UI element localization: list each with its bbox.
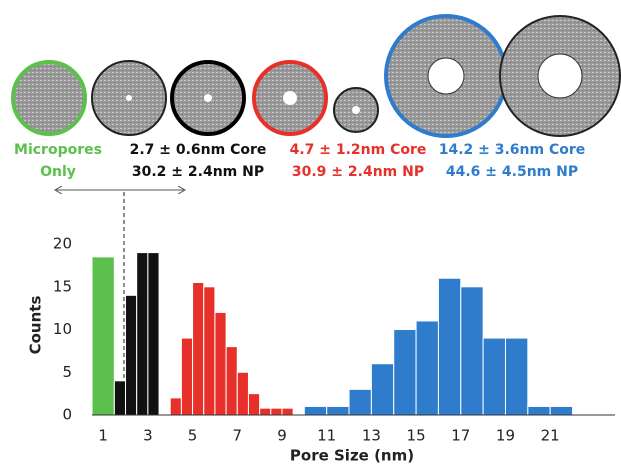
y-tick-label: 10 xyxy=(53,320,72,338)
bar xyxy=(226,347,237,415)
bar xyxy=(394,330,416,415)
bar xyxy=(550,406,572,415)
bar xyxy=(260,408,271,415)
bar xyxy=(148,253,159,415)
x-axis-label: Pore Size (nm) xyxy=(290,447,414,465)
bar xyxy=(438,278,460,415)
bar xyxy=(237,372,248,415)
bar xyxy=(371,364,393,415)
annotation: Only xyxy=(40,164,76,180)
x-tick-label: 1 xyxy=(98,427,108,445)
bar xyxy=(461,287,483,415)
bar xyxy=(248,394,259,415)
bar xyxy=(483,338,505,415)
bar xyxy=(505,338,527,415)
bar xyxy=(528,406,550,415)
y-tick-label: 15 xyxy=(53,277,72,295)
annotation: 2.7 ± 0.6nm Core xyxy=(130,142,267,158)
bar xyxy=(181,338,192,415)
y-tick-label: 0 xyxy=(62,406,72,424)
x-tick-label: 9 xyxy=(277,427,287,445)
annotation: 14.2 ± 3.6nm Core xyxy=(439,142,586,158)
y-tick-label: 20 xyxy=(53,235,72,253)
bar xyxy=(137,253,148,415)
annotation: 4.7 ± 1.2nm Core xyxy=(290,142,427,158)
bar xyxy=(215,312,226,415)
x-tick-label: 21 xyxy=(541,427,560,445)
annotation: 30.2 ± 2.4nm NP xyxy=(132,164,264,180)
annotation: 44.6 ± 4.5nm NP xyxy=(446,164,578,180)
bar xyxy=(92,257,114,415)
x-tick-label: 19 xyxy=(496,427,515,445)
bar xyxy=(271,408,282,415)
bar xyxy=(416,321,438,415)
bar xyxy=(282,408,293,415)
bar xyxy=(126,295,137,415)
x-tick-label: 15 xyxy=(407,427,426,445)
bar xyxy=(170,398,181,415)
bar xyxy=(327,406,349,415)
bar xyxy=(204,287,215,415)
bar xyxy=(193,283,204,415)
bar xyxy=(114,381,125,415)
x-tick-label: 5 xyxy=(188,427,198,445)
particle-illustrations xyxy=(13,16,620,136)
figure: Pore Size (nm) Counts Micropores Only 2.7 … xyxy=(0,0,621,466)
x-tick-label: 11 xyxy=(317,427,336,445)
y-tick-label: 5 xyxy=(62,363,72,381)
x-tick-label: 13 xyxy=(362,427,381,445)
annotation: Micropores xyxy=(14,142,102,158)
x-tick-label: 7 xyxy=(233,427,243,445)
bar xyxy=(304,406,326,415)
annotation: 30.9 ± 2.4nm NP xyxy=(292,164,424,180)
bar xyxy=(349,389,371,415)
x-tick-label: 3 xyxy=(143,427,153,445)
y-axis-label: Counts xyxy=(27,296,45,355)
x-tick-label: 17 xyxy=(451,427,470,445)
